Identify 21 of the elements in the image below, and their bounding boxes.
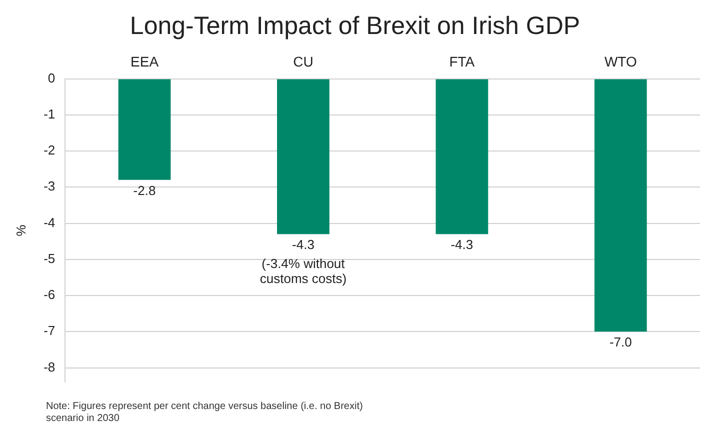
data-label: -4.3: [450, 237, 474, 252]
x-tick-label: EEA: [130, 53, 160, 70]
annotation: (-3.4% without customs costs): [260, 256, 347, 286]
y-tick-label: -6: [44, 287, 56, 302]
text: Note: Figures represent per cent change versus baseline (i.e. no Brexit) scenario in 2030: [46, 401, 364, 425]
y-tick-label: -7: [44, 323, 56, 338]
data-label: -7.0: [609, 334, 632, 350]
x-tick-label: FTA: [449, 53, 476, 70]
y-axis-title: %: [13, 224, 28, 236]
x-tick-label: WTO: [604, 53, 637, 70]
y-tick-label: -2: [44, 142, 56, 158]
x-tick-label: CU: [293, 53, 314, 70]
data-label: -2.8: [133, 183, 156, 198]
y-tick-label: -3: [44, 178, 56, 194]
y-tick-label: -4: [44, 214, 56, 230]
y-tick-label: -5: [44, 250, 56, 266]
y-tick-label: 0: [48, 70, 56, 86]
data-label: -4.3: [292, 237, 314, 252]
y-tick-label: -1: [44, 106, 56, 122]
chart-title: Long-Term Impact of Brexit on Irish GDP: [130, 12, 580, 40]
y-tick-label: -8: [44, 359, 56, 374]
